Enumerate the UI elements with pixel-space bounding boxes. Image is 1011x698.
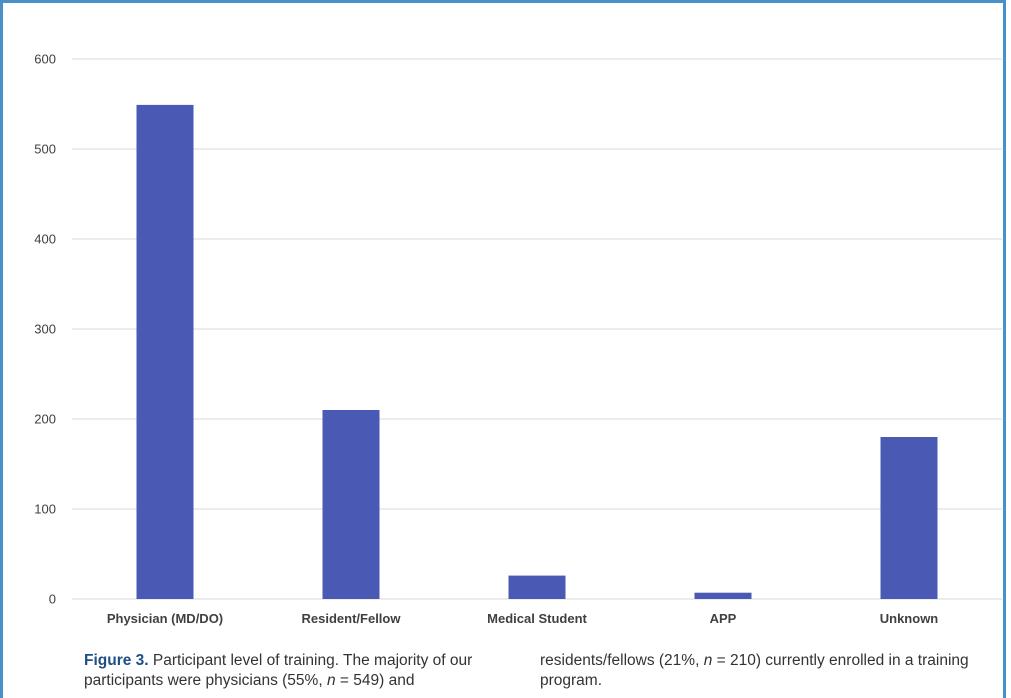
y-tick-label: 0 xyxy=(49,592,56,607)
x-tick-label: Medical Student xyxy=(487,611,587,626)
caption-text-b: = 549) and xyxy=(339,672,415,689)
bar-medical-student xyxy=(508,575,566,599)
caption-n-symbol-1: n xyxy=(326,672,336,689)
y-tick-label: 400 xyxy=(34,232,56,247)
y-tick-label: 100 xyxy=(34,502,56,517)
x-tick-label: APP xyxy=(710,611,737,626)
x-tick-label: Resident/Fellow xyxy=(302,611,402,626)
gridlines xyxy=(72,58,1002,600)
bar-resident-fellow xyxy=(322,410,380,599)
bar-unknown xyxy=(880,437,938,599)
caption-column-1: Figure 3. Participant level of training.… xyxy=(84,651,484,691)
caption-text-d: = 210) currently enrolled in a training … xyxy=(540,652,969,689)
caption-column-2: residents/fellows (21%, n = 210) current… xyxy=(540,651,1002,691)
y-axis-ticks: 0 100 200 300 400 500 600 xyxy=(34,52,56,607)
y-tick-label: 600 xyxy=(34,52,56,67)
x-axis-ticks: Physician (MD/DO) Resident/Fellow Medical … xyxy=(107,611,938,626)
x-tick-label: Physician (MD/DO) xyxy=(107,611,223,626)
x-tick-label: Unknown xyxy=(880,611,939,626)
bar-chart: 0 100 200 300 400 500 600 Physician (MD/DO) Res… xyxy=(34,52,1002,626)
y-tick-label: 200 xyxy=(34,412,56,427)
caption-text-a: Participant level of training. The major… xyxy=(84,652,473,689)
figure-label: Figure 3. xyxy=(84,652,149,669)
figure-caption: Figure 3. Participant level of training.… xyxy=(84,651,1002,695)
bar-app xyxy=(694,592,752,599)
bar-physician-md-do xyxy=(136,104,194,600)
y-tick-label: 500 xyxy=(34,142,56,157)
bars xyxy=(136,104,938,600)
caption-n-symbol-2: n xyxy=(703,652,713,669)
caption-text-c: residents/fellows (21%, xyxy=(540,652,700,669)
y-tick-label: 300 xyxy=(34,322,56,337)
